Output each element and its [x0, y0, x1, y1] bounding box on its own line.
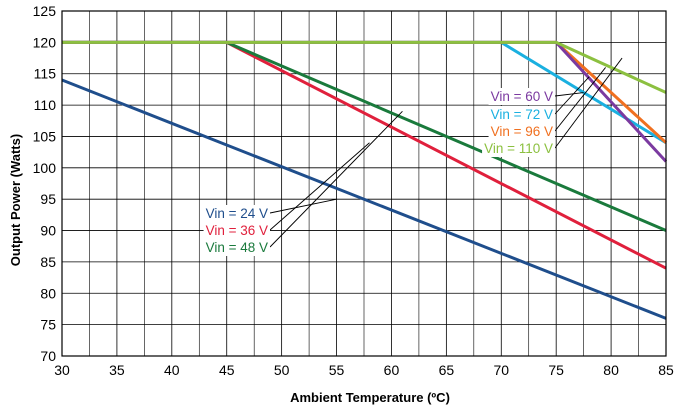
leader-line-24v — [269, 198, 337, 214]
y-tick-labels: 70 75 80 85 90 95 100 105 110 115 120 125 — [33, 3, 57, 364]
series-line-110v — [62, 40, 667, 94]
series-label-bg-110v — [482, 140, 555, 157]
plot-frame — [61, 10, 667, 357]
x-tick-label-40: 40 — [164, 362, 180, 378]
series-label-36v: Vin = 36 V — [206, 223, 268, 238]
y-tick-label-100: 100 — [33, 160, 57, 176]
series-label-bg-60v — [488, 88, 555, 105]
y-tick-label-115: 115 — [34, 66, 57, 82]
series-label-bg-72v — [488, 106, 555, 123]
legend-leaders — [269, 57, 623, 248]
series-label-96v: Vin = 96 V — [491, 124, 553, 139]
x-tick-label-45: 45 — [219, 362, 235, 378]
x-tick-label-50: 50 — [274, 362, 290, 378]
x-tick-label-35: 35 — [109, 362, 125, 378]
series-labels: Vin = 24 V Vin = 36 V Vin = 48 V Vin = 60 V… — [203, 88, 555, 256]
series-line-24v — [61, 78, 667, 320]
y-tick-label-70: 70 — [40, 348, 56, 364]
series-label-bg-24v — [203, 205, 270, 222]
leader-line-110v — [554, 57, 623, 149]
series-lines — [61, 40, 668, 320]
series-label-48v: Vin = 48 V — [206, 240, 268, 255]
series-label-24v: Vin = 24 V — [206, 206, 268, 221]
x-tick-label-55: 55 — [329, 362, 345, 378]
leader-line-72v — [554, 76, 590, 115]
y-tick-label-125: 125 — [33, 3, 57, 19]
leader-line-60v — [554, 92, 584, 97]
x-tick-label-30: 30 — [54, 362, 70, 378]
leader-line-36v — [269, 142, 370, 231]
series-label-bg-36v — [203, 222, 270, 239]
series-label-bg-96v — [488, 123, 555, 140]
x-tick-label-60: 60 — [384, 362, 400, 378]
y-tick-label-80: 80 — [40, 285, 56, 301]
series-label-bg-48v — [203, 239, 270, 256]
y-axis-title: Output Power (Watts) — [8, 134, 23, 266]
series-label-72v: Vin = 72 V — [491, 107, 553, 122]
series-label-110v: Vin = 110 V — [484, 141, 553, 156]
y-tick-label-85: 85 — [40, 254, 56, 270]
x-tick-labels: 30 35 40 45 50 55 60 65 70 75 80 85 — [54, 362, 674, 378]
y-tick-label-95: 95 — [40, 191, 56, 207]
y-tick-label-75: 75 — [40, 317, 56, 333]
y-tick-label-105: 105 — [33, 128, 57, 144]
leader-line-48v — [269, 111, 403, 248]
y-tick-label-110: 110 — [34, 97, 57, 113]
plot-border — [61, 10, 667, 357]
x-tick-label-85: 85 — [658, 362, 674, 378]
y-tick-label-120: 120 — [33, 34, 57, 50]
leader-line-96v — [554, 67, 606, 132]
x-tick-label-70: 70 — [493, 362, 509, 378]
x-axis-title: Ambient Temperature (ºC) — [290, 390, 450, 405]
x-tick-label-75: 75 — [548, 362, 564, 378]
x-tick-label-80: 80 — [603, 362, 619, 378]
y-tick-label-90: 90 — [40, 223, 56, 239]
series-label-60v: Vin = 60 V — [491, 89, 553, 104]
x-tick-label-65: 65 — [439, 362, 455, 378]
